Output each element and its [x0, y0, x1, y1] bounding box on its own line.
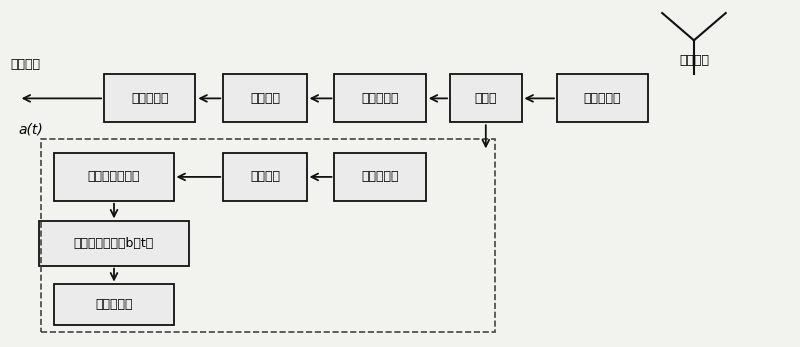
Bar [450, 75, 522, 122]
Text: 多媒体数据: 多媒体数据 [95, 298, 133, 312]
Text: 声音信号: 声音信号 [10, 58, 41, 71]
Text: a(t): a(t) [18, 122, 43, 136]
Bar [41, 139, 495, 332]
Bar [557, 75, 648, 122]
Text: 包络检波: 包络检波 [250, 92, 280, 105]
Bar [334, 75, 426, 122]
Bar [104, 75, 195, 122]
Bar [223, 75, 306, 122]
Bar [223, 153, 306, 201]
Text: 带通滤波器: 带通滤波器 [362, 92, 399, 105]
Text: 去直流分量: 去直流分量 [131, 92, 169, 105]
Text: 带通滤波器: 带通滤波器 [584, 92, 622, 105]
Text: 载波恢复: 载波恢复 [250, 170, 280, 184]
Bar [54, 285, 174, 325]
Text: 微小相位差检测: 微小相位差检测 [88, 170, 140, 184]
Text: 带通滤波器: 带通滤波器 [362, 170, 399, 184]
Text: 接收天线: 接收天线 [679, 54, 709, 67]
Bar [334, 153, 426, 201]
Bar [54, 153, 174, 201]
Text: 附加二进制数据b（t）: 附加二进制数据b（t） [74, 237, 154, 250]
Text: 下变频: 下变频 [474, 92, 497, 105]
Bar [38, 221, 190, 266]
